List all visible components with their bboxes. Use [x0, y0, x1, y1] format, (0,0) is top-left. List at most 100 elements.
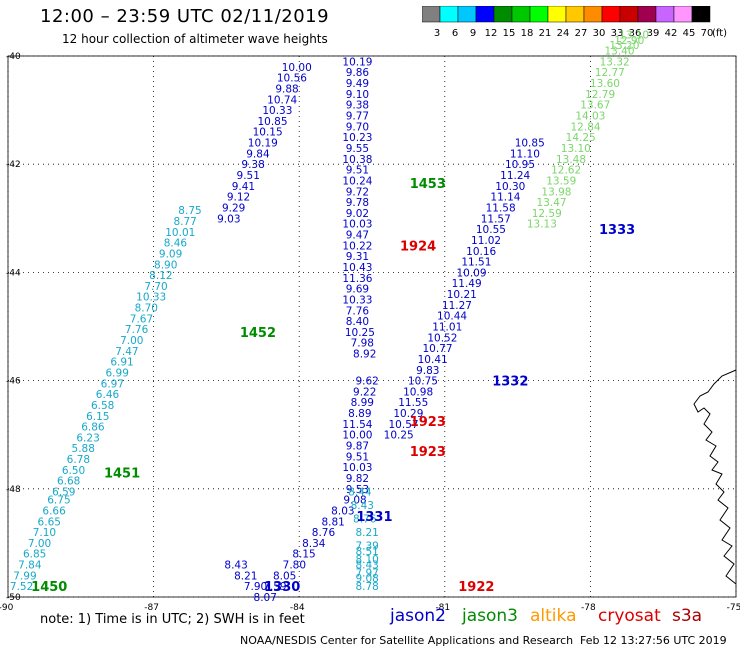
color-scale-label: 27 [575, 28, 588, 39]
wave-height-label: 10.57 [389, 419, 419, 431]
wave-height-label: 7.00 [28, 538, 51, 550]
wave-height-label: 8.05 [273, 570, 296, 582]
y-tick-label: -42 [6, 160, 21, 170]
generated-timestamp: Feb 12 13:27:56 UTC 2019 [580, 634, 727, 647]
y-tick-label: -44 [6, 268, 21, 278]
wave-height-label: 7.84 [18, 560, 42, 572]
wave-height-label: 9.72 [346, 186, 369, 198]
wave-height-label: 8.92 [353, 349, 376, 361]
page-subtitle: 12 hour collection of altimeter wave hei… [62, 32, 328, 46]
wave-height-label: 13.60 [590, 78, 620, 90]
wave-height-label: 13.20 [609, 40, 639, 52]
wave-height-label: 12.90 [614, 35, 644, 47]
wave-height-label: 11.57 [481, 213, 511, 225]
wave-height-label: 14.25 [566, 132, 596, 144]
wave-height-label: 6.50 [62, 465, 85, 477]
wave-height-label: 10.23 [342, 132, 372, 144]
wave-height-label: 8.43 [355, 560, 378, 572]
color-scale-label: 30 [593, 28, 606, 39]
wave-height-label: 9.62 [355, 376, 378, 388]
y-tick-label: -50 [6, 593, 21, 603]
wave-height-label: 10.25 [345, 327, 375, 339]
color-scale-label: 24 [557, 28, 570, 39]
wave-height-label: 8.43 [224, 560, 247, 572]
wave-height-label: 10.95 [505, 159, 535, 171]
color-scale-label: 3 [434, 28, 440, 39]
pass-number-label: 1923 [410, 445, 446, 460]
wave-height-label: 8.76 [312, 527, 336, 539]
wave-height-label: 13.10 [619, 29, 649, 41]
x-tick-label: -84 [290, 603, 305, 612]
pass-number-label: 1451 [104, 467, 140, 482]
wave-height-label: 7.00 [120, 335, 143, 347]
wave-height-label: 11.24 [500, 170, 530, 182]
wave-height-label: 10.74 [267, 94, 297, 106]
wave-height-label: 6.86 [81, 422, 105, 434]
pass-number-label: 1333 [599, 223, 635, 238]
wave-height-label: 9.88 [275, 83, 298, 95]
wave-height-label: 11.51 [461, 257, 491, 269]
wave-height-label: 6.23 [76, 432, 99, 444]
color-scale-label: 33 [611, 28, 624, 39]
wave-height-label: 10.52 [427, 332, 457, 344]
wave-height-label: 10.30 [495, 181, 525, 193]
wave-height-label: 12.84 [571, 121, 601, 133]
satellite-legend-cryosat: cryosat [598, 606, 661, 626]
wave-height-label: 12.77 [595, 67, 625, 79]
wave-height-label: 10.03 [342, 219, 372, 231]
pass-number-label: 1453 [410, 177, 446, 192]
page-title: 12:00 – 23:59 UTC 02/11/2019 [40, 6, 330, 27]
y-tick-label: -40 [6, 52, 21, 62]
pass-number-label: 1330 [264, 580, 300, 595]
wave-height-label: 8.21 [355, 527, 378, 539]
wave-height-label: 6.91 [110, 357, 133, 369]
wave-height-label: 9.55 [346, 143, 369, 155]
wave-height-label: 6.59 [52, 487, 75, 499]
wave-height-label: 10.43 [342, 262, 372, 274]
wave-height-label: 11.36 [342, 273, 372, 285]
wave-height-label: 7.39 [355, 541, 378, 553]
wave-height-label: 9.84 [246, 148, 270, 160]
wave-height-label: 6.66 [42, 505, 66, 517]
wave-height-label: 11.54 [342, 419, 372, 431]
wave-height-label: 9.51 [346, 451, 369, 463]
pass-number-label: 1922 [458, 580, 494, 595]
wave-height-label: 8.70 [135, 303, 158, 315]
wave-height-label: 10.33 [136, 292, 166, 304]
wave-height-label: 10.44 [437, 311, 467, 323]
color-scale-label: 39 [647, 28, 660, 39]
color-scale-swatch [691, 6, 711, 23]
wave-height-label: 9.02 [346, 208, 369, 220]
color-scale-label: 70 [701, 28, 714, 39]
wave-height-label: 6.46 [96, 389, 120, 401]
wave-height-label: 7.99 [13, 570, 36, 582]
wave-height-label: 10.03 [342, 462, 372, 474]
color-scale-label: 6 [452, 28, 458, 39]
wave-height-label: 9.86 [346, 67, 370, 79]
wave-height-label: 6.58 [91, 400, 114, 412]
wave-height-label: 7.52 [10, 581, 33, 593]
pass-number-label: 1450 [31, 580, 67, 595]
wave-height-label: 6.97 [101, 378, 124, 390]
wave-height-label: 7.67 [130, 313, 153, 325]
y-tick-label: -46 [6, 377, 21, 387]
wave-height-label: 12.79 [585, 89, 615, 101]
wave-height-label: 8.44 [348, 487, 372, 499]
wave-height-label: 8.43 [351, 500, 374, 512]
wave-height-label: 9.09 [159, 248, 182, 260]
wave-height-label: 6.78 [67, 454, 90, 466]
wave-height-label: 10.41 [418, 354, 448, 366]
satellite-legend-jason2: jason2 [390, 606, 446, 626]
wave-height-label: 6.85 [23, 549, 46, 561]
wave-height-label: 10.33 [262, 105, 292, 117]
x-tick-label: -78 [581, 603, 596, 612]
wave-height-label: 13.40 [604, 46, 634, 58]
wave-height-label: 9.51 [346, 165, 369, 177]
wave-height-label: 8.90 [154, 259, 177, 271]
wave-height-label: 9.77 [346, 111, 369, 123]
wave-height-label: 7.80 [283, 560, 306, 572]
wave-height-label: 9.78 [346, 197, 369, 209]
wave-height-label: 8.76 [353, 514, 377, 526]
pass-number-label: 1332 [492, 375, 528, 390]
wave-height-label: 8.75 [178, 205, 201, 217]
